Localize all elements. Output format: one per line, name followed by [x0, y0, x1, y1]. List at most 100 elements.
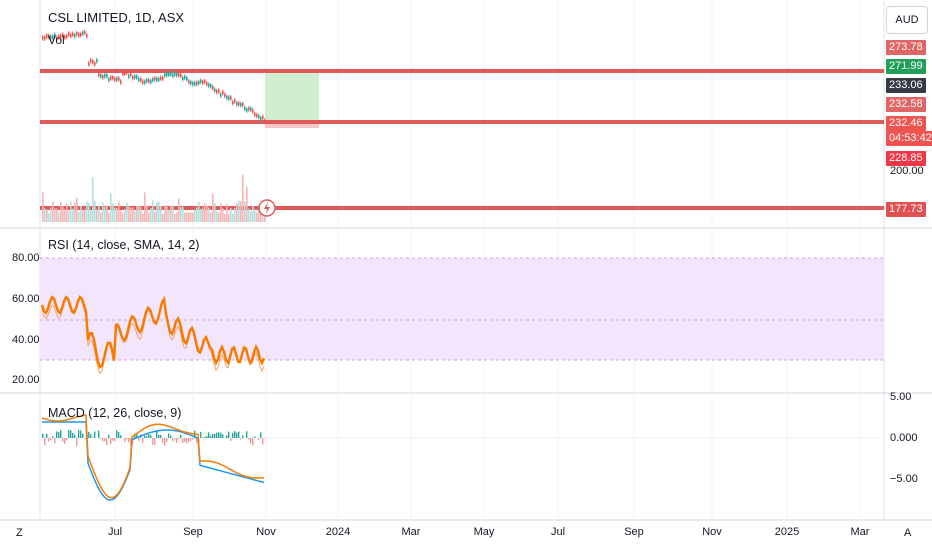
macd-histogram-bar	[48, 438, 50, 442]
candle	[136, 75, 138, 79]
volume-bar	[72, 208, 74, 222]
candle	[116, 77, 118, 81]
macd-axis-neg5: −5.00	[890, 473, 918, 485]
candle	[176, 73, 178, 77]
macd-histogram-bar	[232, 432, 234, 438]
candle	[246, 108, 248, 112]
volume-bar	[246, 186, 248, 222]
candle	[220, 93, 222, 97]
lightning-icon[interactable]	[258, 199, 276, 217]
macd-histogram-bar	[118, 432, 120, 438]
candle	[48, 34, 50, 38]
volume-bar	[192, 212, 194, 222]
macd-histogram-bar	[54, 438, 56, 444]
volume-bar	[214, 203, 216, 222]
volume-bar	[166, 205, 168, 222]
volume-bar	[148, 212, 150, 222]
macd-histogram-bar	[254, 436, 256, 438]
candle	[222, 91, 224, 95]
time-label-nov: Nov	[256, 526, 276, 538]
candle	[148, 79, 150, 83]
macd-histogram-bar	[182, 438, 184, 443]
volume-bar	[180, 207, 182, 222]
volume-bar	[252, 205, 254, 222]
volume-bar	[176, 212, 178, 222]
resistance-line-273[interactable]	[40, 69, 884, 73]
volume-bar	[78, 212, 80, 222]
macd-histogram-bar	[250, 438, 252, 444]
candle	[174, 72, 176, 76]
volume-bar	[136, 206, 138, 222]
volume-bar	[202, 207, 204, 222]
candle	[162, 76, 164, 80]
candle	[252, 109, 254, 113]
timezone-button[interactable]: Z	[16, 527, 23, 539]
volume-bar	[86, 201, 88, 222]
candle	[150, 80, 152, 84]
volume-bar	[118, 201, 120, 222]
macd-histogram-bar	[212, 434, 214, 438]
volume-bar	[218, 212, 220, 222]
macd-histogram-bar	[218, 432, 220, 438]
candle	[42, 36, 44, 40]
countdown-tag: 04:53:42	[886, 131, 932, 146]
signal-line	[41, 414, 265, 499]
rsi-axis-20: 20.00	[12, 374, 40, 386]
symbol-title[interactable]: CSL LIMITED, 1D, ASX	[48, 10, 185, 25]
candle	[140, 78, 142, 82]
macd-histogram-bar	[106, 438, 108, 446]
macd-histogram-bar	[148, 433, 150, 438]
macd-histogram-bar	[206, 436, 208, 438]
time-label-mar: Mar	[401, 526, 421, 538]
support-line-177[interactable]	[40, 206, 884, 210]
volume-bar	[70, 201, 72, 222]
support-line-232[interactable]	[40, 120, 884, 124]
macd-histogram-bar	[60, 430, 62, 438]
volume-bar	[238, 200, 240, 222]
volume-bar	[168, 209, 170, 222]
price-tag-177: 177.73	[886, 202, 926, 217]
volume-bar	[182, 206, 184, 222]
candle	[44, 36, 46, 40]
price-tag-273: 273.78	[886, 40, 926, 55]
candle	[158, 77, 160, 81]
macd-histogram-bar	[44, 438, 46, 446]
volume-bar	[154, 211, 156, 222]
volume-bar	[204, 203, 206, 222]
price-tag-233: 233.06	[886, 78, 926, 93]
volume-bar	[196, 207, 198, 222]
volume-bar	[172, 204, 174, 222]
macd-histogram-bar	[178, 438, 180, 439]
stop-box[interactable]	[265, 122, 319, 128]
price-axis-200: 200.00	[890, 165, 924, 177]
macd-histogram-bar	[76, 438, 78, 446]
price-tag-last: 232.46	[886, 116, 926, 131]
candle	[104, 74, 106, 78]
rsi-title[interactable]: RSI (14, close, SMA, 14, 2)	[48, 238, 200, 252]
macd-histogram-bar	[42, 433, 44, 438]
volume-bar	[90, 210, 92, 222]
macd-title[interactable]: MACD (12, 26, close, 9)	[48, 406, 182, 420]
volume-bar	[82, 210, 84, 222]
macd-histogram-bar	[46, 433, 48, 438]
macd-histogram-bar	[52, 436, 54, 438]
candle	[46, 34, 48, 38]
macd-histogram-bar	[104, 438, 106, 442]
volume-label[interactable]: Vol	[48, 33, 65, 47]
macd-histogram-bar	[150, 434, 152, 438]
candle	[188, 80, 190, 84]
macd-histogram-bar	[186, 438, 188, 444]
target-box[interactable]	[265, 73, 319, 123]
candle	[202, 80, 204, 84]
time-label-may: May	[473, 526, 495, 538]
macd-histogram-bar	[144, 435, 146, 438]
volume-bar	[194, 209, 196, 222]
volume-bar	[212, 193, 214, 222]
macd-histogram-bar	[162, 438, 164, 444]
currency-button[interactable]: AUD	[886, 6, 928, 34]
macd-histogram-bar	[136, 432, 138, 438]
auto-scale-button[interactable]: A	[904, 527, 912, 539]
candle	[86, 34, 88, 38]
volume-bar	[260, 206, 262, 222]
